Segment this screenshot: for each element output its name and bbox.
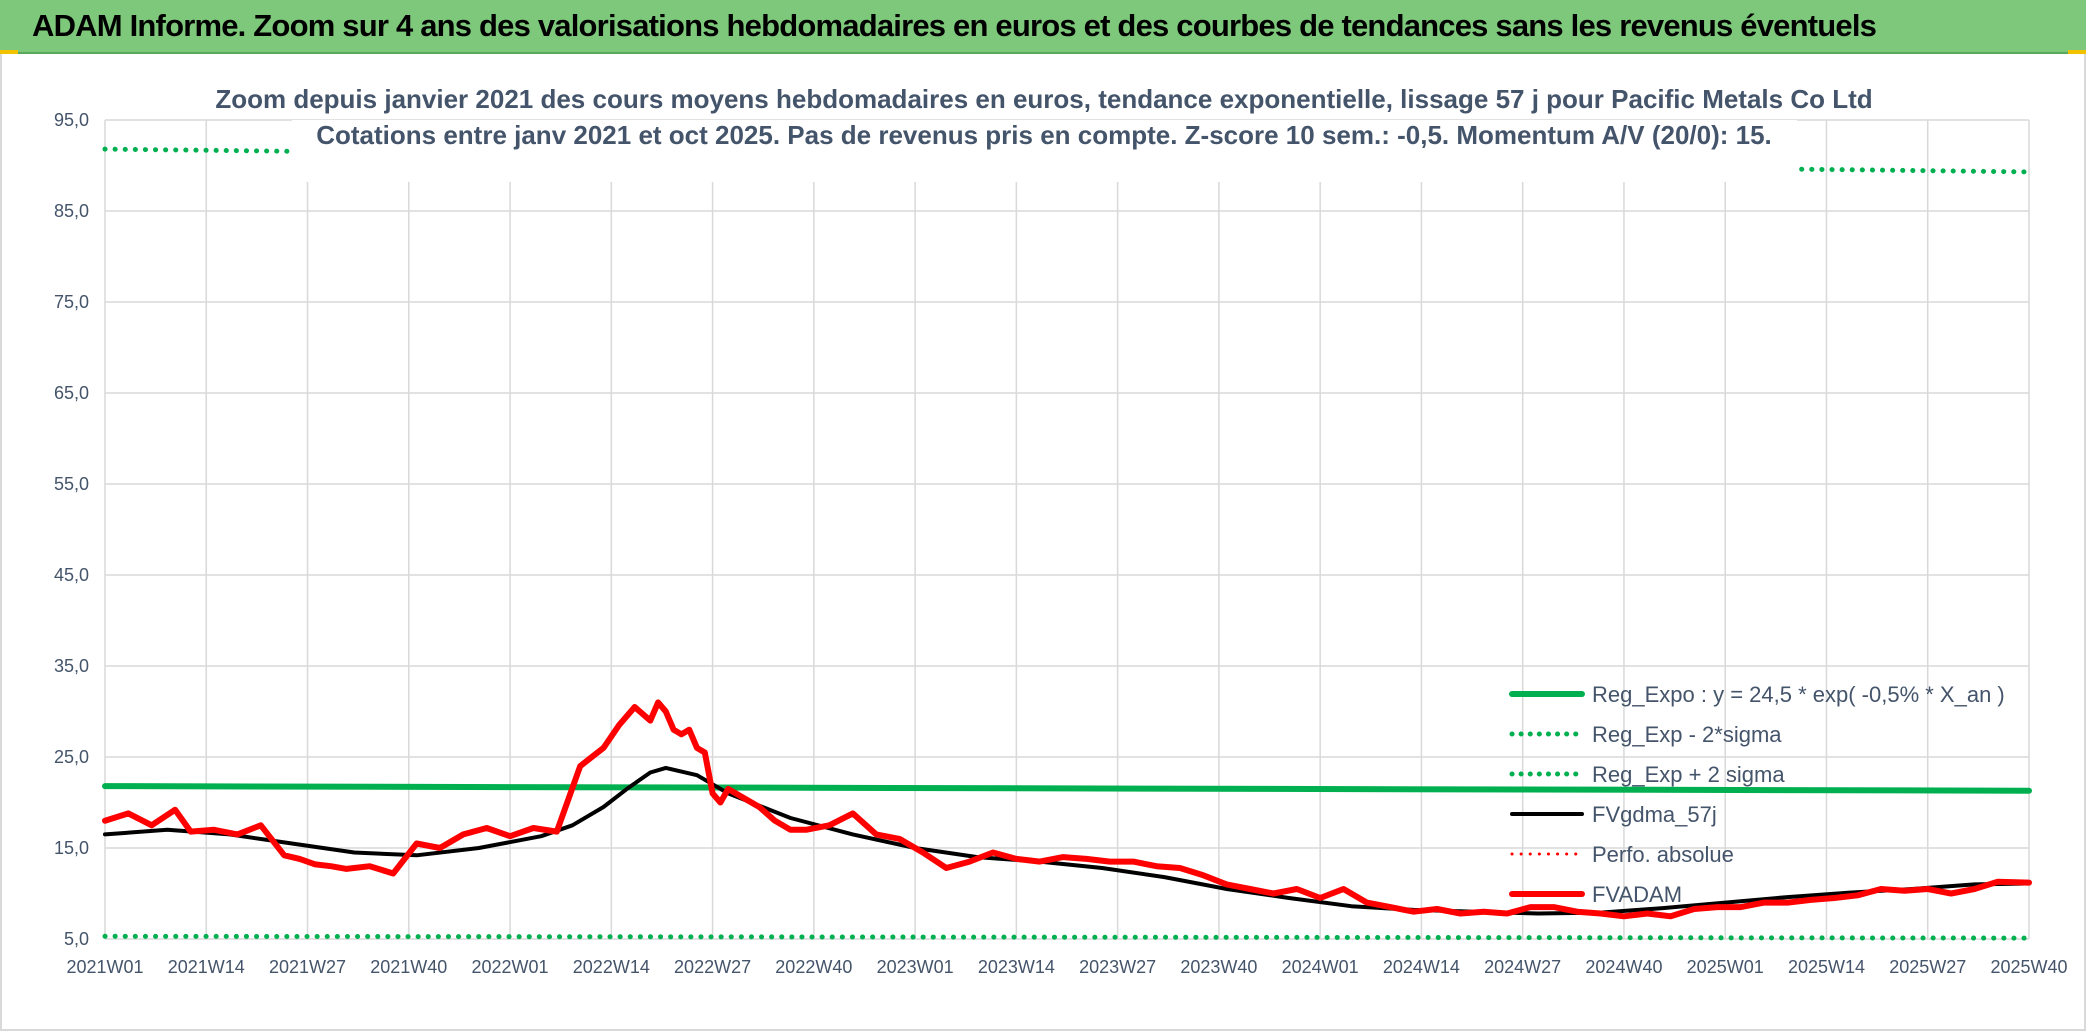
x-tick-label: 2021W14 — [168, 957, 245, 977]
x-tick-label: 2021W27 — [269, 957, 346, 977]
y-tick-label: 15,0 — [54, 838, 89, 858]
legend: Reg_Expo : y = 24,5 * exp( -0,5% * X_an … — [1509, 682, 2005, 907]
y-tick-label: 25,0 — [54, 747, 89, 767]
series-line-5 — [102, 699, 2032, 920]
title-backdrop — [292, 120, 1797, 182]
x-tick-label: 2025W40 — [1990, 957, 2067, 977]
gridlines — [104, 119, 2030, 940]
x-tick-label: 2023W14 — [978, 957, 1055, 977]
y-tick-label: 55,0 — [54, 474, 89, 494]
x-tick-label: 2022W01 — [472, 957, 549, 977]
chart-subtitle: Cotations entre janv 2021 et oct 2025. P… — [316, 120, 1772, 150]
x-tick-label: 2024W14 — [1383, 957, 1460, 977]
x-tick-label: 2023W40 — [1180, 957, 1257, 977]
legend-label: Reg_Exp - 2*sigma — [1592, 722, 1782, 747]
x-axis-ticks: 2021W01 2021W14 2021W27 2021W40 2022W01 2022W… — [66, 957, 2067, 977]
x-tick-label: 2021W40 — [370, 957, 447, 977]
y-axis-ticks: 5,0 15,0 25,0 35,0 45,0 55,0 65,0 75,0 85,0 95,0 — [54, 110, 89, 949]
x-tick-label: 2025W14 — [1788, 957, 1865, 977]
x-tick-label: 2024W27 — [1484, 957, 1561, 977]
y-tick-label: 5,0 — [64, 929, 89, 949]
data-series — [102, 146, 2032, 941]
chart-title: Zoom depuis janvier 2021 des cours moyen… — [215, 84, 1872, 114]
line-chart: 5,015,025,035,045,055,065,075,085,095,0 … — [54, 84, 2068, 977]
legend-label: FVADAM — [1592, 882, 1682, 907]
x-tick-label: 2023W27 — [1079, 957, 1156, 977]
report-banner: ADAM Informe. Zoom sur 4 ans des valoris… — [0, 0, 2086, 54]
x-tick-label: 2022W27 — [674, 957, 751, 977]
x-tick-label: 2022W14 — [573, 957, 650, 977]
y-tick-label: 85,0 — [54, 201, 89, 221]
legend-label: FVgdma_57j — [1592, 802, 1717, 827]
y-tick-label: 65,0 — [54, 383, 89, 403]
legend-label: Reg_Exp + 2 sigma — [1592, 762, 1785, 787]
x-tick-label: 2022W40 — [775, 957, 852, 977]
y-tick-label: 35,0 — [54, 656, 89, 676]
y-tick-label: 95,0 — [54, 110, 89, 130]
x-tick-label: 2025W01 — [1687, 957, 1764, 977]
series-line-3 — [103, 765, 2031, 916]
banner-accent-right — [2068, 50, 2086, 54]
x-tick-label: 2024W40 — [1585, 957, 1662, 977]
report-title: ADAM Informe. Zoom sur 4 ans des valoris… — [32, 8, 1877, 43]
legend-label: Perfo. absolue — [1592, 842, 1734, 867]
x-tick-label: 2025W27 — [1889, 957, 1966, 977]
legend-label: Reg_Expo : y = 24,5 * exp( -0,5% * X_an … — [1592, 682, 2005, 707]
x-tick-label: 2021W01 — [66, 957, 143, 977]
y-tick-label: 75,0 — [54, 292, 89, 312]
y-tick-label: 45,0 — [54, 565, 89, 585]
series-line-1 — [102, 933, 2032, 941]
x-tick-label: 2023W01 — [877, 957, 954, 977]
chart-frame: 5,0 15,0 25,0 35,0 45,0 55,0 65,0 75,0 85,0 95,0 … — [0, 54, 2086, 1031]
x-tick-label: 2024W01 — [1282, 957, 1359, 977]
banner-accent-left — [0, 50, 18, 54]
series-line-0 — [102, 783, 2032, 794]
